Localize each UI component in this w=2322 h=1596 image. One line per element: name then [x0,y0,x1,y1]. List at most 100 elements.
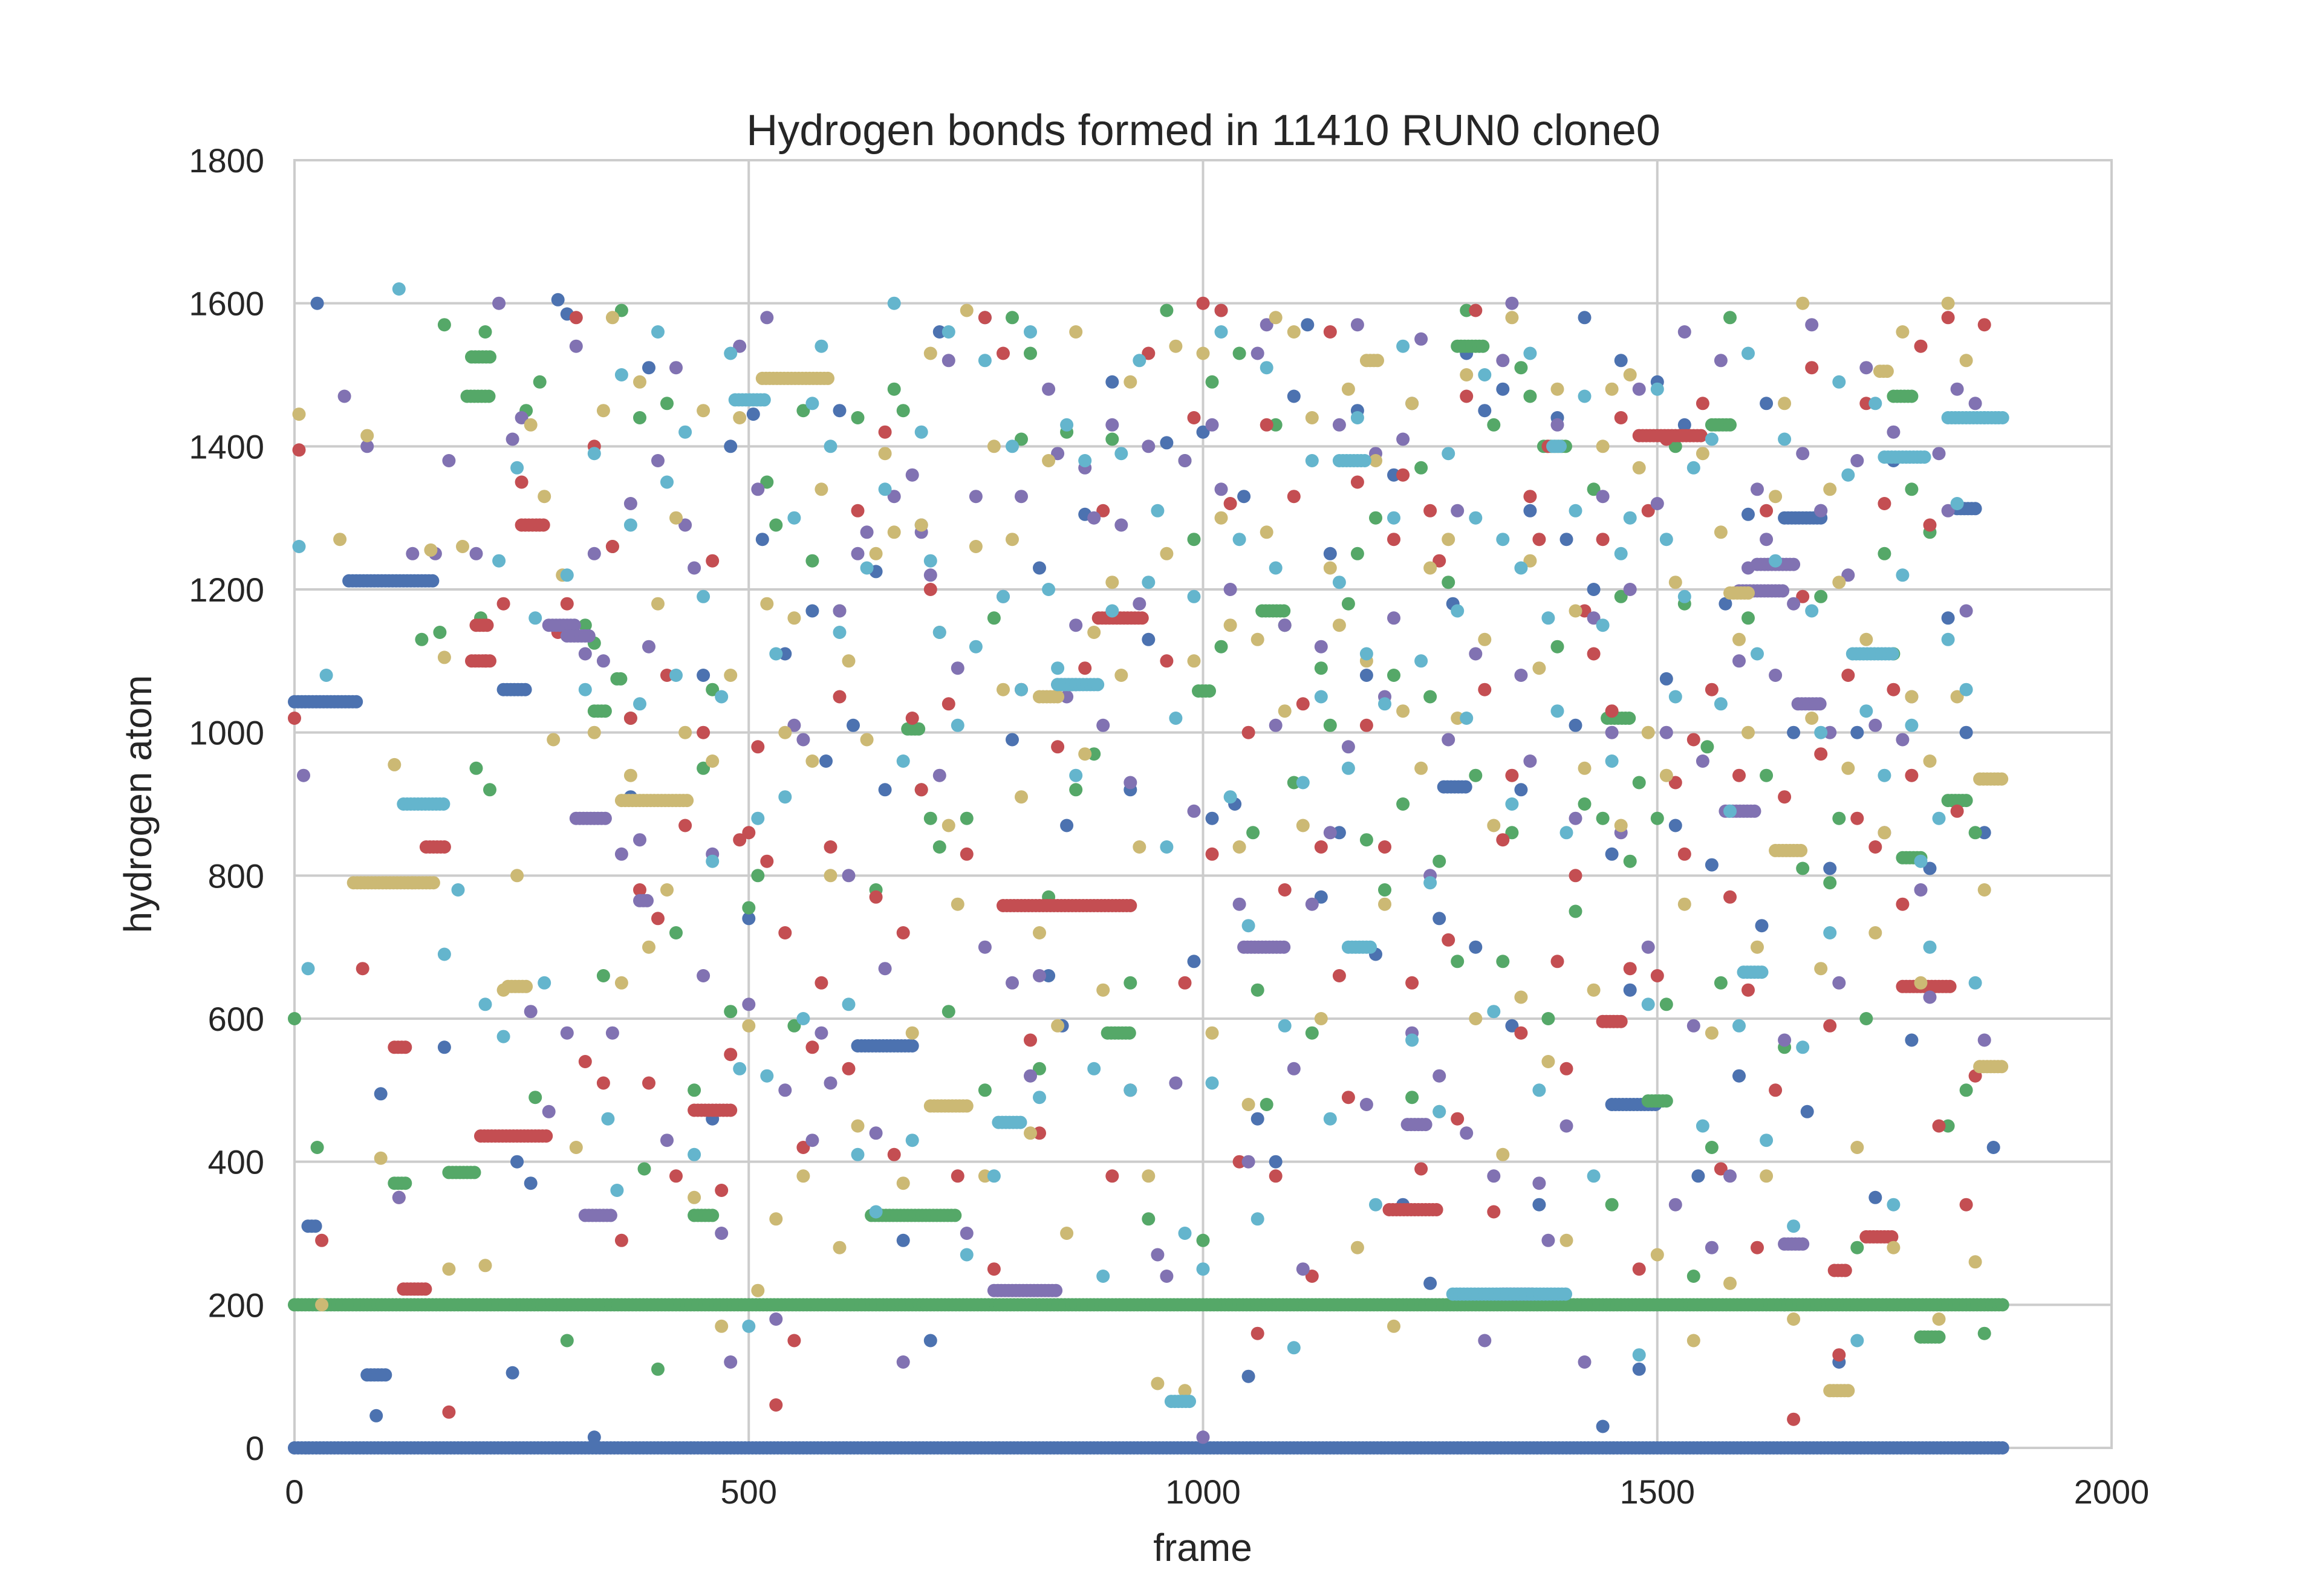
data-point [1541,611,1555,625]
data-point [733,339,747,353]
data-point [1623,511,1637,525]
data-point [642,361,655,375]
data-point [905,468,919,482]
data-point [292,407,306,421]
data-point [1878,768,1891,782]
data-point [923,583,937,596]
data-point [1800,1105,1814,1118]
data-point [1378,883,1391,897]
data-point [1296,697,1310,711]
data-point [742,826,756,840]
data-point [724,1048,738,1062]
data-point [1623,854,1637,868]
data-point [1358,454,1371,467]
data-point [1232,533,1246,547]
data-point [528,611,542,625]
data-point [887,490,901,504]
x-tick-label: 1000 [1165,1473,1241,1511]
data-point [1832,811,1846,825]
data-point [842,654,856,668]
data-point [733,833,747,847]
data-point [605,1026,619,1040]
data-point [1714,354,1728,368]
data-point [1387,611,1400,625]
data-point [1805,604,1819,618]
data-point [1305,411,1319,424]
data-point [1923,754,1937,768]
data-point [1905,389,1919,403]
data-point [1796,1237,1810,1251]
data-point [1850,811,1864,825]
data-point [1559,1062,1573,1075]
data-point [815,1026,828,1040]
data-point [524,1176,538,1190]
data-point [1469,768,1483,782]
data-point [1350,318,1364,332]
data-point [1614,547,1628,560]
data-point [1841,761,1855,775]
data-point [1778,1033,1792,1047]
data-point [1659,768,1673,782]
data-point [1878,826,1891,840]
data-point [821,371,834,385]
data-point [1787,1312,1801,1326]
data-point [614,1233,628,1247]
data-point [1723,311,1737,325]
y-tick-label: 1800 [189,141,264,180]
data-point [1105,1169,1119,1183]
data-point [492,554,506,568]
data-point [688,1190,701,1204]
data-point [1187,411,1201,424]
y-tick-label: 1200 [189,571,264,609]
data-point [987,1262,1001,1276]
data-point [1578,389,1592,403]
data-point [1087,626,1101,639]
data-point [860,561,874,575]
data-point [805,397,819,410]
data-point [1796,861,1810,875]
data-point [978,940,992,954]
data-point [587,547,601,560]
data-point [1429,1203,1443,1216]
data-point [1841,468,1855,482]
data-point [1514,1026,1528,1040]
data-point [1714,697,1728,711]
data-point [442,1405,456,1419]
data-point [669,1169,683,1183]
data-point [1496,354,1510,368]
data-point [1650,382,1664,396]
data-point [660,397,674,410]
data-point [1686,1270,1700,1283]
data-point [1641,725,1655,739]
data-point [1196,346,1210,360]
data-point [1868,926,1882,939]
data-point [678,518,692,532]
data-point [1677,897,1691,911]
data-point [536,518,550,532]
x-tick-label: 500 [721,1473,777,1511]
data-point [1905,482,1919,496]
data-point [1505,768,1519,782]
data-point [1296,776,1310,790]
data-point [1269,561,1283,575]
data-point [1006,733,1019,747]
data-point [1796,1040,1810,1054]
data-point [1523,504,1537,517]
data-point [1142,346,1156,360]
data-point [978,1083,992,1097]
data-point [1732,632,1746,646]
data-point [1868,397,1882,410]
data-point [715,690,729,704]
data-point [560,597,574,611]
data-point [1614,589,1628,603]
data-point [1705,1241,1719,1254]
data-point [1719,597,1732,611]
data-point [1476,339,1490,353]
data-point [483,783,496,797]
data-point [960,1099,974,1113]
data-point [1205,375,1219,389]
data-point [697,589,711,603]
data-point [1469,303,1483,317]
data-point [510,869,524,883]
